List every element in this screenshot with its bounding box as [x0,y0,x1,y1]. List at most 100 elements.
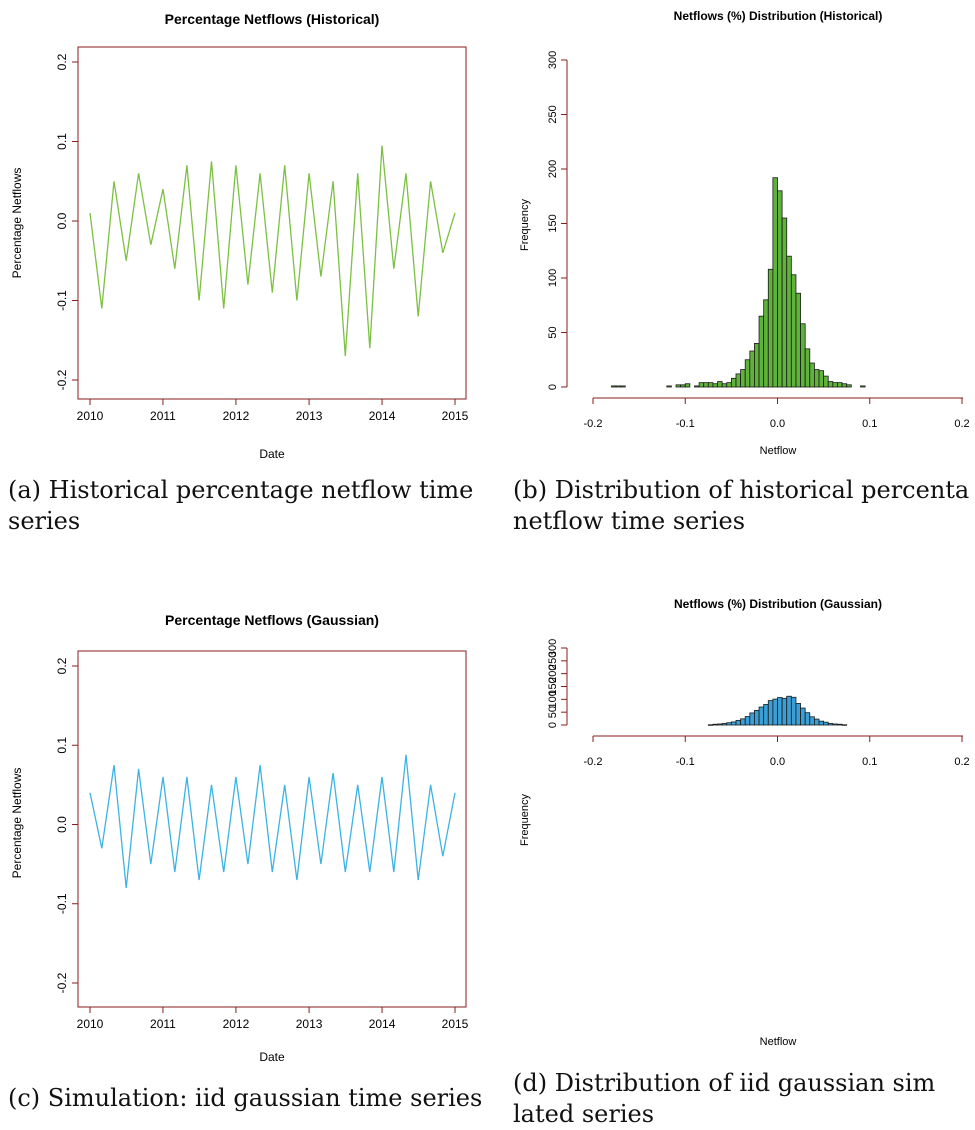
series-line [89,754,456,888]
series-line [89,145,456,357]
y-tick-label: 0.2 [55,53,69,70]
panel-historical-histogram: Netflows (%) Distribution (Historical) 0… [519,9,970,457]
x-tick-label: 0.1 [862,756,877,768]
histogram-bar [790,274,797,388]
y-tick-label: -0.2 [55,972,69,993]
y-tick-label: 100 [547,690,559,708]
x-tick-label: -0.2 [584,418,603,430]
y-tick-label: 100 [547,269,559,287]
x-tick-label: 2010 [77,409,104,423]
y-tick-label: 0 [547,384,559,390]
x-tick-label: 0.0 [770,418,785,430]
x-axis-label: Netflow [760,1036,797,1048]
histogram-bar [707,724,714,726]
y-tick-label: 150 [547,677,559,695]
histogram-bar [827,723,834,726]
histogram-bar [726,382,732,388]
histogram-bar [712,723,718,726]
plot-frame [77,650,467,1008]
x-axis-label: Date [259,1050,285,1064]
y-axis-label: Frequency [519,199,531,251]
histogram-bar [735,373,741,388]
chart-title: Percentage Netflows (Gaussian) [165,612,379,628]
histogram-bar [786,255,792,388]
histogram-bar [717,381,723,388]
histogram-bar [800,323,806,388]
histogram-bar [620,385,626,388]
histogram-bar [832,723,838,726]
histogram-bar [837,382,843,388]
histogram-bar [666,385,672,388]
histogram-bar [735,719,741,726]
y-axis-label: Percentage Netflows [10,168,24,279]
histogram-bar [809,362,815,388]
histogram-bar [744,359,751,388]
x-tick-label: 2013 [296,1017,323,1031]
histogram-bar [703,382,709,388]
histogram-bar [740,718,746,726]
histogram-bar [795,292,801,388]
histogram-bar [837,723,843,726]
y-tick-label: -0.2 [55,369,69,390]
caption-b-line2: netflow time series [513,507,746,535]
x-tick-label: 0.2 [954,756,969,768]
x-tick-label: 2014 [369,1017,396,1031]
histogram-bar [749,350,755,388]
x-tick-label: 0.1 [862,418,877,430]
histogram-bar [675,384,682,388]
histogram-bar [749,712,755,726]
histogram-bar [841,383,848,388]
histogram-bar [726,722,732,726]
histogram-bar [809,716,815,726]
x-tick-label: 2014 [369,409,396,423]
histogram-bar [754,709,760,726]
y-tick-label: 0.1 [55,133,69,150]
plot-frame [77,46,467,400]
x-tick-label: 2011 [150,409,176,423]
x-axis-label: Netflow [760,445,797,457]
histogram-bar [777,190,783,388]
y-tick-label: 250 [547,105,559,123]
y-tick-label: 250 [547,652,559,670]
y-tick-label: -0.1 [55,290,69,311]
histogram-bar [800,707,806,726]
histogram-bar [786,695,792,726]
x-tick-label: -0.1 [676,418,695,430]
caption-a: (a) Historical percentage netflow time s… [8,475,473,537]
y-tick-label: 150 [547,214,559,232]
histogram-bar [758,315,765,388]
histogram-bar [730,377,737,388]
histogram-bar [790,696,797,726]
x-tick-label: 2011 [150,1017,176,1031]
y-tick-label: -0.1 [55,893,69,914]
y-tick-label: 0.1 [55,737,69,754]
histogram-bar [772,177,778,388]
caption-c-line1: (c) Simulation: iid gaussian time series [8,1084,483,1112]
histogram-bar [795,703,801,726]
chart-title: Netflows (%) Distribution (Historical) [674,9,883,23]
y-tick-label: 0.0 [55,212,69,229]
histogram-bar [781,217,788,388]
histogram-bar [721,383,728,388]
histogram-bar [763,299,769,388]
caption-b-line1: (b) Distribution of historical percenta [513,476,970,504]
caption-c: (c) Simulation: iid gaussian time series [8,1083,482,1114]
y-tick-label: 0.0 [55,816,69,833]
histogram-bar [818,720,825,726]
panel-gaussian-histogram: Netflows (%) Distribution (Gaussian) 0 50… [519,597,970,1048]
x-tick-label: 2012 [223,409,250,423]
caption-d-line2: lated series [513,1100,655,1128]
histogram-bar [767,700,774,726]
histogram-bar [758,706,765,726]
histogram-bar [694,385,700,388]
histogram-bar [767,268,774,388]
x-tick-label: 2012 [223,1017,250,1031]
histogram-bar [763,704,769,726]
y-tick-label: 0.2 [55,657,69,674]
y-tick-label: 200 [547,664,559,682]
histogram-bar [823,721,829,726]
histogram-bar [846,384,852,388]
histogram-bar [680,384,686,388]
histogram-bar [804,348,811,388]
